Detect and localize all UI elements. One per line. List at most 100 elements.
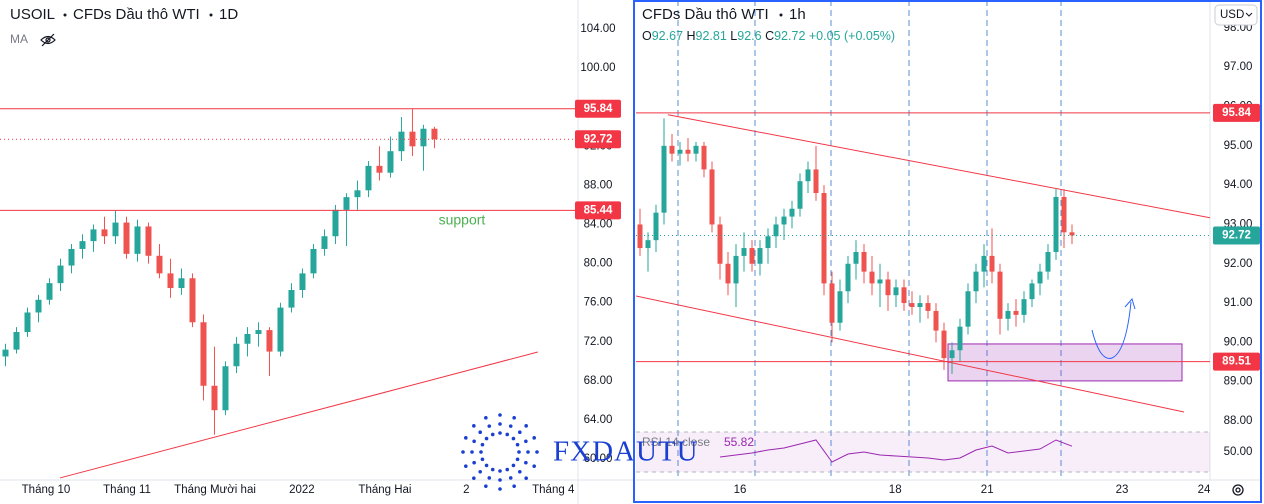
currency[interactable]: USD bbox=[1220, 9, 1244, 21]
logo-dot bbox=[498, 487, 502, 491]
indicator-label: MA bbox=[10, 32, 28, 46]
ohlc-value: 92.6 bbox=[737, 29, 761, 43]
session-breaks bbox=[677, 0, 1062, 480]
candle-body bbox=[321, 236, 328, 249]
candle-body bbox=[398, 131, 405, 152]
candle-body bbox=[709, 169, 715, 225]
candle-body bbox=[909, 303, 915, 307]
candle-body bbox=[669, 145, 675, 154]
candle-body bbox=[1037, 271, 1043, 284]
candle-body bbox=[877, 279, 883, 284]
y-tick-label: 100.00 bbox=[580, 62, 615, 74]
logo-dot bbox=[478, 469, 483, 474]
zone-box bbox=[947, 343, 1183, 382]
ohlc-key: C bbox=[765, 29, 774, 43]
x-tick-label: Tháng Mười hai bbox=[174, 484, 256, 496]
candle-body bbox=[123, 222, 130, 254]
price-label: 95.84 bbox=[1222, 107, 1251, 119]
candle-body bbox=[717, 224, 723, 264]
logo-dot bbox=[512, 484, 516, 488]
logo-dot bbox=[511, 436, 516, 441]
logo-dot bbox=[487, 424, 492, 428]
logo-dot bbox=[490, 467, 495, 472]
logo-dot bbox=[505, 432, 510, 437]
candle-body bbox=[90, 229, 97, 242]
settings-icon[interactable] bbox=[1232, 484, 1244, 496]
candle-body bbox=[653, 212, 659, 241]
logo-dot bbox=[515, 442, 520, 447]
active-pane-border bbox=[633, 0, 1262, 503]
ohlc-key: H bbox=[687, 29, 696, 43]
logo-dot bbox=[484, 463, 489, 468]
candle-body bbox=[1021, 299, 1027, 315]
candles bbox=[2, 108, 538, 479]
candle-body bbox=[701, 145, 707, 170]
logo-dot bbox=[512, 416, 516, 420]
candle-body bbox=[837, 291, 843, 323]
logo-dot bbox=[508, 476, 513, 480]
candle-body bbox=[376, 165, 383, 173]
trendline bbox=[667, 114, 1210, 219]
candle-body bbox=[277, 307, 284, 352]
x-tick-label: Tháng Hai bbox=[358, 484, 411, 496]
candle-body bbox=[332, 209, 339, 237]
candle-body bbox=[46, 283, 53, 300]
candle-body bbox=[869, 271, 875, 284]
candle-body bbox=[845, 263, 851, 292]
x-tick-label: Tháng 10 bbox=[22, 484, 71, 496]
x-tick-label: 16 bbox=[734, 484, 747, 496]
candle-body bbox=[949, 350, 955, 359]
logo-dot bbox=[524, 439, 528, 444]
x-tick-label: 2022 bbox=[289, 484, 315, 496]
price-label-bg bbox=[1213, 352, 1260, 371]
candle-body bbox=[310, 248, 317, 274]
watermark: FXDAUTU bbox=[553, 436, 699, 468]
candle-body bbox=[797, 181, 803, 209]
logo-dot bbox=[508, 424, 513, 428]
rsi-label: RSI 14 close bbox=[642, 435, 710, 449]
logo-dot bbox=[472, 424, 476, 428]
candle-body bbox=[765, 236, 771, 249]
candle-body bbox=[773, 224, 779, 237]
logo-dot bbox=[490, 432, 495, 437]
candle-body bbox=[1029, 283, 1035, 300]
candle-body bbox=[156, 255, 163, 274]
candle-body bbox=[757, 248, 763, 264]
watermark-logo bbox=[461, 413, 539, 491]
separator bbox=[779, 13, 783, 17]
candle-body bbox=[101, 229, 108, 237]
price-label-bg bbox=[1213, 103, 1260, 122]
candle-body bbox=[781, 216, 787, 225]
candles bbox=[636, 114, 1210, 413]
rsi-value: 55.82 bbox=[724, 435, 754, 449]
candle-body bbox=[57, 265, 64, 284]
price-label: 92.72 bbox=[1222, 229, 1251, 241]
candle-body bbox=[112, 222, 119, 237]
candle-body bbox=[829, 283, 835, 323]
currency-dropdown[interactable]: USD bbox=[1214, 4, 1258, 26]
candle-body bbox=[749, 248, 755, 264]
y-tick-label: 104.00 bbox=[580, 23, 615, 35]
candle-body bbox=[343, 197, 350, 210]
candle-body bbox=[167, 273, 174, 289]
price-label-bg bbox=[575, 99, 621, 118]
candle-body bbox=[941, 330, 947, 359]
ohlc-value: 92.67 bbox=[652, 29, 683, 43]
candle-body bbox=[233, 343, 240, 367]
rsi-line bbox=[719, 439, 1073, 463]
symbol: USOIL bbox=[10, 6, 55, 23]
candle-body bbox=[885, 279, 891, 296]
logo-dot bbox=[498, 469, 502, 473]
candle-body bbox=[68, 248, 75, 266]
logo-dot bbox=[517, 450, 521, 454]
instrument-title: CFDs Dầu thô WTI bbox=[73, 6, 200, 23]
candle-body bbox=[989, 255, 995, 272]
candle-body bbox=[145, 226, 152, 256]
candle-body bbox=[965, 291, 971, 327]
logo-dot bbox=[479, 450, 483, 454]
candle-body bbox=[861, 251, 867, 272]
logo-dot bbox=[487, 476, 492, 480]
hide-icon[interactable] bbox=[40, 33, 56, 47]
x-tick-label: 23 bbox=[1116, 484, 1129, 496]
candle-body bbox=[1053, 196, 1059, 252]
